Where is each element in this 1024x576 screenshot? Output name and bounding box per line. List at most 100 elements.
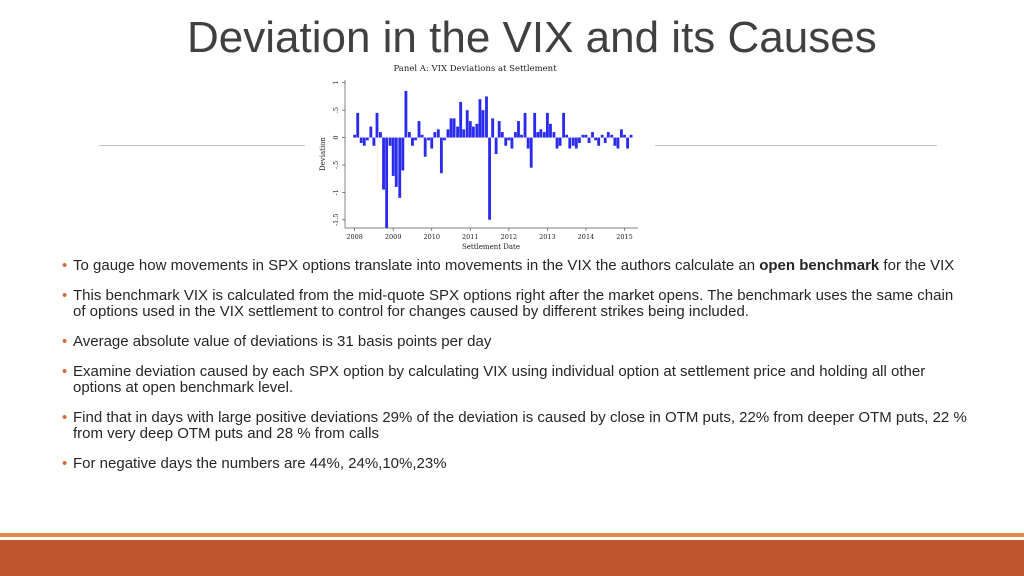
deviation-bar xyxy=(591,132,594,138)
chart-y-axis-label: Deviation xyxy=(319,137,327,171)
deviation-bar xyxy=(394,137,398,187)
bullet-text: This benchmark VIX is calculated from th… xyxy=(73,287,954,320)
deviation-bar xyxy=(568,137,572,149)
bullet-text: Examine deviation caused by each SPX opt… xyxy=(73,363,926,396)
deviation-bar xyxy=(513,132,517,138)
deviation-bar xyxy=(581,134,585,138)
deviation-bar xyxy=(488,137,491,220)
bullet-item: • To gauge how movements in SPX options … xyxy=(62,258,967,274)
bullet-text: To gauge how movements in SPX options tr… xyxy=(73,257,760,274)
deviation-bar xyxy=(359,137,363,144)
deviation-bar xyxy=(433,132,437,138)
deviation-bar xyxy=(353,134,357,138)
deviation-bar xyxy=(449,118,453,138)
deviation-bar xyxy=(555,137,559,149)
deviation-bar xyxy=(471,126,475,138)
chart-bars xyxy=(353,90,633,228)
slide-title: Deviation in the VIX and its Causes xyxy=(187,13,877,62)
bullet-marker: • xyxy=(62,257,68,274)
deviation-bar xyxy=(478,99,482,138)
deviation-bar xyxy=(375,112,379,138)
footer-accent-line xyxy=(0,533,1024,537)
deviation-bar xyxy=(356,112,360,138)
deviation-bar xyxy=(623,134,626,138)
chart-title: Panel A: VIX Deviations at Settlement xyxy=(393,64,557,74)
deviation-bar xyxy=(542,132,546,138)
deviation-bar xyxy=(475,123,479,138)
deviation-bar xyxy=(552,132,556,138)
deviation-bar xyxy=(574,137,578,149)
deviation-bar xyxy=(523,112,527,138)
deviation-bar xyxy=(606,132,610,138)
deviation-bar xyxy=(491,118,495,138)
x-tick-label: 2009 xyxy=(385,233,402,241)
bullet-item: • This benchmark VIX is calculated from t… xyxy=(62,288,967,320)
deviation-bar xyxy=(600,134,604,138)
vix-deviation-chart: Panel A: VIX Deviations at Settlement De… xyxy=(319,64,638,251)
deviation-bar xyxy=(597,137,601,146)
deviation-bar xyxy=(385,137,389,228)
deviation-bar xyxy=(485,96,488,138)
x-tick-label: 2010 xyxy=(423,233,440,241)
deviation-bar xyxy=(404,90,408,138)
deviation-bar xyxy=(407,132,411,138)
deviation-bar xyxy=(423,137,427,157)
deviation-bar xyxy=(446,129,450,138)
deviation-bar xyxy=(417,121,421,138)
deviation-bar xyxy=(401,137,405,171)
deviation-bar xyxy=(500,132,504,138)
deviation-bar xyxy=(610,134,614,138)
deviation-bar xyxy=(436,129,440,138)
bullet-marker: • xyxy=(62,333,68,350)
deviation-bar xyxy=(420,134,424,138)
deviation-bar xyxy=(388,137,392,146)
deviation-bar xyxy=(481,110,485,138)
x-tick-label: 2011 xyxy=(462,233,479,241)
deviation-bar xyxy=(456,126,459,138)
y-tick-label: 1 xyxy=(332,81,340,85)
deviation-bar xyxy=(549,123,552,138)
x-tick-label: 2008 xyxy=(346,233,363,241)
bullet-marker: • xyxy=(62,363,68,380)
bullet-text-end: for the VIX xyxy=(879,257,955,274)
bullet-item: • Find that in days with large positive d… xyxy=(62,410,967,442)
deviation-bar xyxy=(439,137,443,174)
deviation-bar xyxy=(562,112,566,138)
deviation-bar xyxy=(526,137,530,149)
deviation-bar xyxy=(565,134,569,138)
deviation-bar xyxy=(459,101,463,138)
deviation-bar xyxy=(365,137,369,141)
x-tick-label: 2013 xyxy=(539,233,556,241)
deviation-bar xyxy=(529,137,533,168)
deviation-bar xyxy=(504,137,508,146)
deviation-bar xyxy=(494,137,498,154)
deviation-bar xyxy=(369,126,373,138)
deviation-bar xyxy=(571,137,575,146)
deviation-bar xyxy=(539,129,543,138)
deviation-bar xyxy=(462,129,466,138)
bullet-marker: • xyxy=(62,455,68,472)
deviation-bar xyxy=(507,137,511,141)
deviation-bar xyxy=(443,137,446,141)
deviation-bar xyxy=(533,112,537,138)
bullet-text: For negative days the numbers are 44%, 2… xyxy=(73,455,447,472)
deviation-bar xyxy=(430,137,434,149)
deviation-bar xyxy=(558,137,562,146)
deviation-bar xyxy=(536,132,540,138)
deviation-bar xyxy=(468,121,472,138)
footer-accent-band xyxy=(0,540,1024,576)
bullet-text: Average absolute value of deviations is … xyxy=(73,333,492,350)
deviation-bar xyxy=(626,137,630,149)
y-tick-label: .5 xyxy=(332,107,340,113)
deviation-bar xyxy=(517,121,520,138)
deviation-bar xyxy=(382,137,385,190)
deviation-bar xyxy=(398,137,402,198)
deviation-bar xyxy=(545,112,549,138)
deviation-bar xyxy=(520,134,523,138)
deviation-bar xyxy=(372,137,376,146)
y-tick-label: -.5 xyxy=(332,161,340,169)
deviation-bar xyxy=(465,110,469,138)
deviation-bar xyxy=(391,137,395,176)
deviation-bar xyxy=(452,118,456,138)
deviation-bar xyxy=(362,137,366,146)
